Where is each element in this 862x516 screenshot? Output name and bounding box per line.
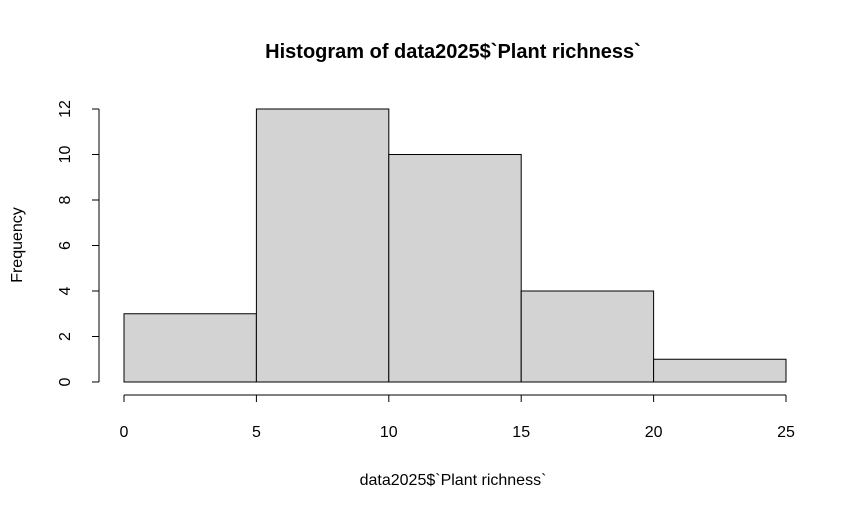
y-axis: 0 2 4 6 8 10 12	[57, 100, 100, 386]
y-tick-label: 4	[57, 286, 74, 295]
histogram-bar-3	[388, 154, 522, 383]
y-tick-label: 2	[57, 332, 74, 341]
y-tick-label: 12	[57, 100, 74, 118]
chart-title: Histogram of data2025$`Plant richness`	[265, 41, 641, 63]
y-axis-label: Frequency	[9, 207, 26, 283]
x-tick-label: 5	[252, 424, 261, 441]
histogram-bar-4	[520, 290, 655, 383]
histogram-bar-5	[653, 358, 787, 383]
x-tick-label: 10	[380, 424, 398, 441]
histogram-bar-2	[255, 108, 390, 383]
x-axis: 0 5 10 15 20 25	[120, 394, 795, 441]
histogram-bar-1	[123, 313, 257, 383]
bars-group	[123, 108, 787, 383]
y-tick-label: 8	[57, 195, 74, 204]
y-tick-label: 6	[57, 241, 74, 250]
x-tick-label: 20	[645, 424, 663, 441]
y-tick-label: 0	[57, 377, 74, 386]
x-axis-label: data2025$`Plant richness`	[360, 472, 547, 489]
x-tick-label: 0	[120, 424, 129, 441]
x-tick-label: 15	[512, 424, 530, 441]
y-tick-label: 10	[57, 146, 74, 164]
x-tick-label: 25	[777, 424, 795, 441]
